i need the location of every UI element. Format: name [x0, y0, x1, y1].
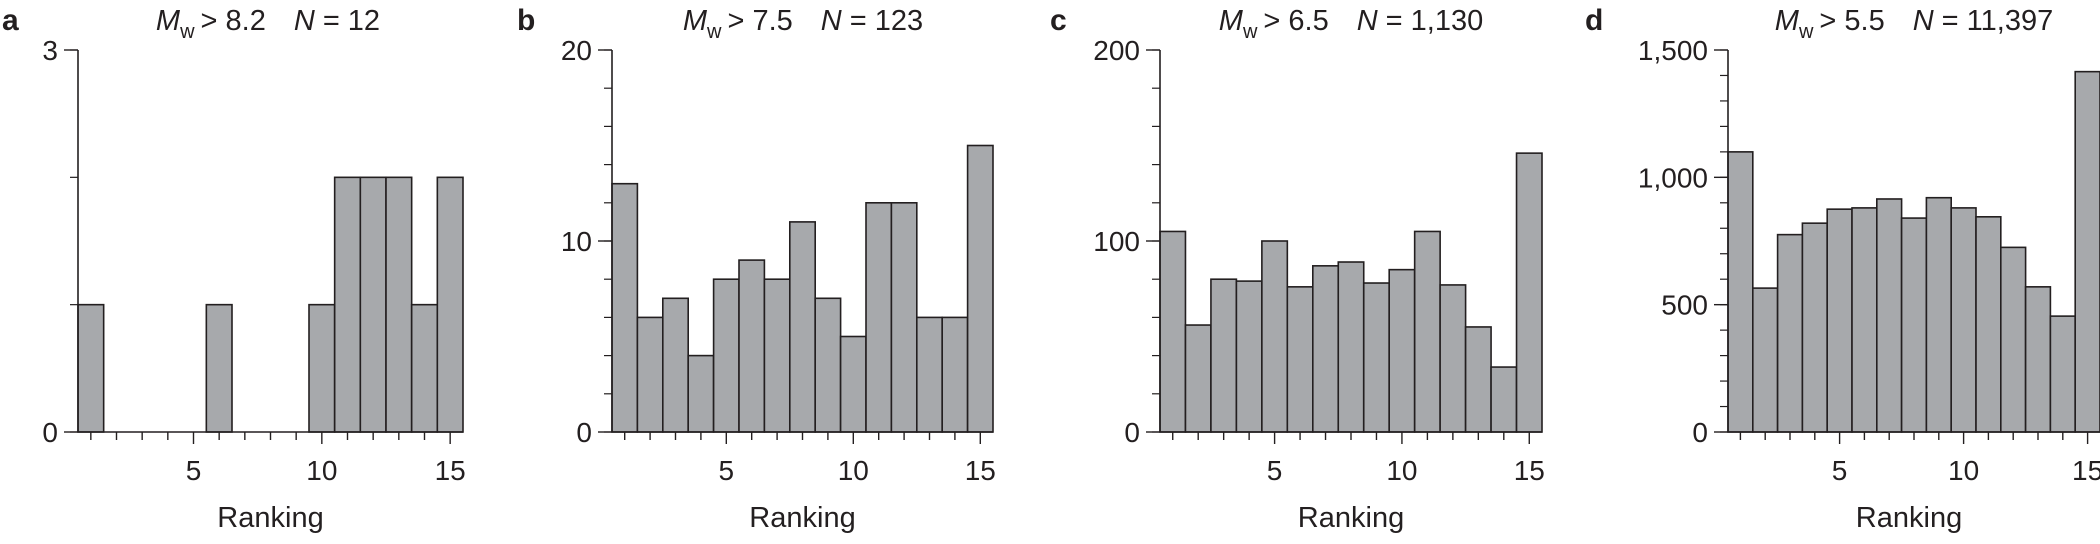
bar: [333, 176, 362, 433]
bar: [2024, 286, 2052, 433]
bar: [788, 221, 816, 433]
y-tick-label: 10: [561, 226, 592, 257]
x-tick-label: 10: [1948, 455, 1979, 486]
bar: [839, 335, 867, 433]
x-axis-label: Ranking: [217, 502, 323, 534]
bar: [661, 297, 689, 433]
panel-title: Mw > 5.5 N = 11,397: [1775, 5, 2053, 43]
panel-letter: d: [1585, 4, 1603, 37]
x-axis-label: Ranking: [1856, 502, 1962, 534]
bar: [205, 303, 233, 433]
bar: [1752, 287, 1779, 433]
bar: [1184, 324, 1212, 433]
bar: [763, 278, 791, 433]
bar: [1490, 366, 1518, 433]
x-tick-label: 15: [1514, 455, 1545, 486]
bar: [1975, 216, 2002, 433]
bar: [1464, 326, 1492, 433]
panel-title: Mw > 7.5 N = 123: [683, 5, 923, 43]
bar: [1776, 233, 1804, 433]
bar: [890, 202, 918, 433]
y-tick-label: 200: [1093, 35, 1140, 66]
bar: [636, 316, 664, 433]
bar: [1210, 278, 1238, 433]
bar: [712, 278, 740, 433]
x-tick-label: 10: [838, 455, 869, 486]
panel-letter: b: [517, 4, 535, 37]
bar: [1801, 222, 1829, 433]
bar: [814, 297, 842, 433]
x-tick-label: 10: [1386, 455, 1417, 486]
x-tick-label: 5: [719, 455, 735, 486]
bar: [1312, 265, 1340, 433]
x-tick-label: 10: [306, 455, 337, 486]
bar: [941, 316, 969, 433]
bar: [385, 176, 413, 433]
bar: [1851, 207, 1878, 433]
y-tick-label: 0: [576, 417, 592, 448]
x-tick-label: 15: [965, 455, 996, 486]
bar: [2000, 246, 2027, 433]
bar: [2049, 315, 2076, 433]
x-axis-label: Ranking: [1298, 502, 1404, 534]
x-tick-label: 5: [1832, 455, 1848, 486]
panel-title: Mw > 6.5 N = 1,130: [1219, 5, 1483, 43]
bar: [1925, 196, 1953, 433]
bar: [77, 303, 105, 433]
x-tick-label: 15: [435, 455, 466, 486]
bar: [1286, 286, 1314, 433]
bar: [611, 182, 639, 433]
y-tick-label: 3: [42, 35, 58, 66]
y-tick-label: 0: [42, 417, 58, 448]
panel-d: 5 10 15 0 500 1,000 1,500 Ranking d Mw > 5.5 N = 11,…: [1585, 4, 2100, 534]
y-tick-label: 0: [1692, 417, 1708, 448]
panel-a: 5 10 15 0 3 Ranking a Mw > 8.2 N = 12: [2, 4, 466, 534]
panel-b: 5 10 15 0 10 20 Ranking b Mw > 7.5 N = 123: [517, 4, 996, 534]
y-tick-label: 1,000: [1638, 162, 1708, 193]
bar: [1235, 280, 1263, 433]
bar: [436, 176, 464, 433]
bar: [1439, 284, 1467, 433]
bar: [1876, 198, 1903, 433]
x-axis-label: Ranking: [749, 502, 855, 534]
y-tick-label: 20: [561, 35, 592, 66]
x-tick-label: 15: [2072, 455, 2100, 486]
bar: [1362, 282, 1390, 433]
bar: [1159, 230, 1187, 433]
y-tick-label: 500: [1661, 290, 1708, 321]
bar: [687, 354, 715, 433]
bar: [1826, 208, 1853, 433]
bar: [915, 316, 943, 433]
bar: [738, 259, 766, 433]
bar: [865, 202, 893, 433]
bar: [966, 144, 994, 433]
x-tick-label: 5: [1267, 455, 1283, 486]
bar: [1950, 207, 1977, 433]
bar: [410, 303, 439, 433]
y-tick-label: 1,500: [1638, 35, 1708, 66]
bar: [1413, 230, 1441, 433]
y-tick-label: 100: [1093, 226, 1140, 257]
bar: [1261, 240, 1289, 433]
x-tick-label: 5: [186, 455, 202, 486]
bar: [1900, 217, 1928, 433]
y-tick-label: 0: [1124, 417, 1140, 448]
bar: [2074, 70, 2100, 433]
bar: [1727, 151, 1754, 433]
panel-letter: c: [1050, 4, 1067, 37]
panel-title: Mw > 8.2 N = 12: [156, 5, 380, 43]
bar: [1337, 261, 1365, 433]
bar: [359, 176, 387, 433]
bar: [1515, 152, 1543, 433]
panel-letter: a: [2, 4, 19, 37]
bar: [1388, 268, 1416, 433]
panel-c: 5 10 15 0 100 200 Ranking c Mw > 6.5 N = 1,130: [1050, 4, 1545, 534]
bar: [308, 303, 336, 433]
